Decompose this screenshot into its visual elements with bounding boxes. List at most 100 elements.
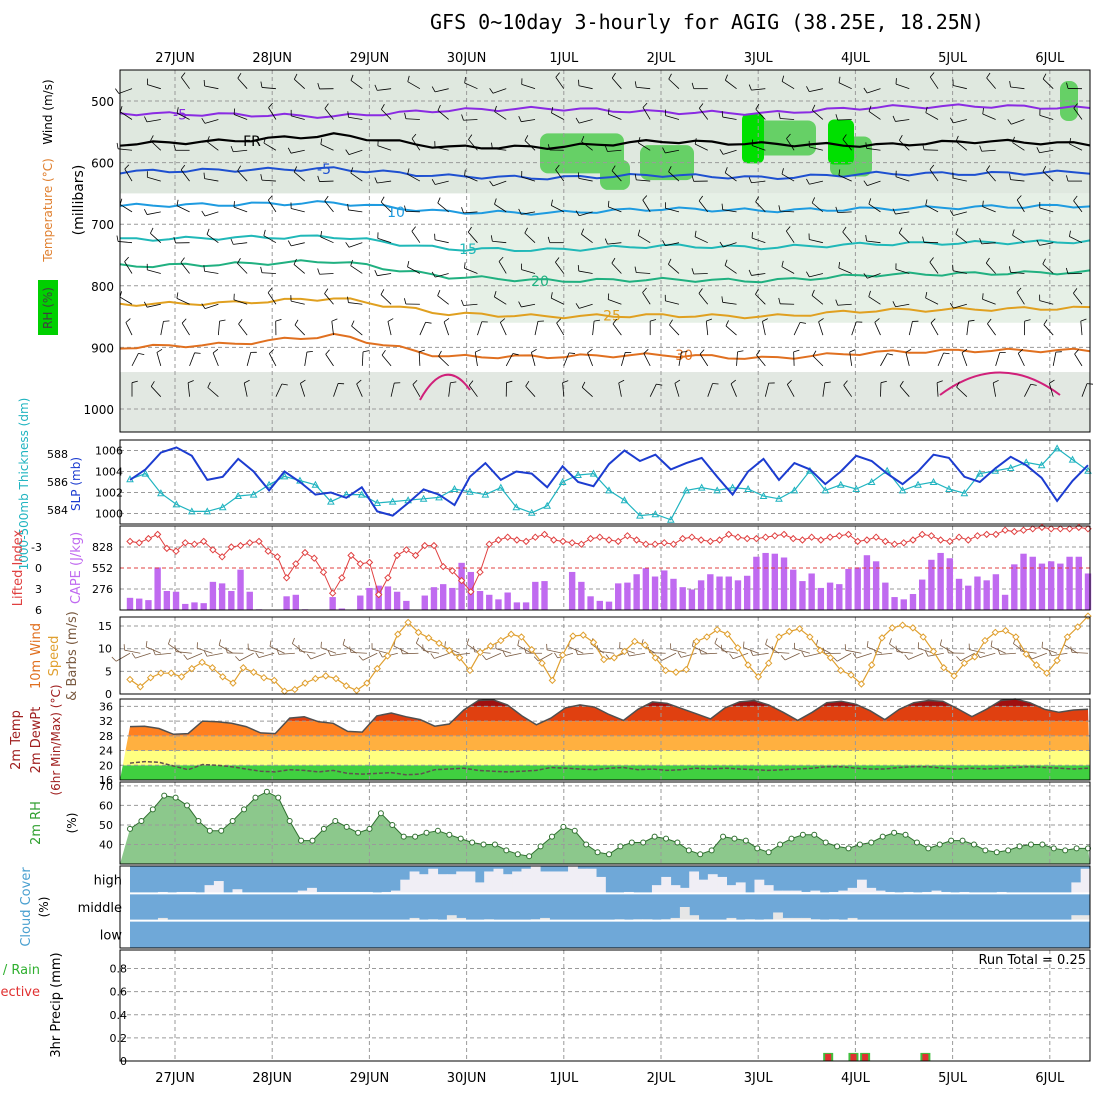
surface-wind-barb (358, 655, 364, 661)
wind-barb (381, 354, 392, 367)
wind-speed-point (249, 668, 258, 676)
surface-wind-barb (721, 650, 738, 654)
cloud-cover-bar (726, 885, 737, 894)
wind-barb (880, 380, 887, 384)
wind-barb (331, 318, 338, 322)
wind-barb (837, 211, 852, 214)
wind-barb (737, 350, 744, 353)
rh-point (628, 839, 635, 846)
wind-barb (319, 273, 334, 275)
surface-wind-barb (174, 645, 177, 652)
wind-speed-point (651, 654, 660, 662)
wind-speed-point (363, 679, 371, 687)
wind-barb (721, 111, 724, 118)
wind-barb (207, 381, 211, 388)
wind-speed-point (435, 639, 443, 647)
wind-barb (905, 348, 912, 353)
wind-barb (930, 318, 936, 324)
wind-barb (124, 164, 130, 170)
wind-barb (237, 258, 241, 264)
wind-barb (550, 199, 553, 206)
wind-barb (150, 386, 162, 397)
wind-barb (287, 240, 292, 247)
wind-speed-point (414, 628, 423, 637)
wind-speed-point (692, 637, 701, 646)
wind-barb (556, 322, 565, 336)
wind-barb (518, 116, 522, 122)
wind-barb (786, 133, 791, 139)
cloud-cover-bar (446, 874, 457, 894)
wind-barb (380, 196, 385, 203)
wind-barb (822, 382, 826, 397)
cape-bar (458, 562, 465, 610)
rh-point (754, 845, 761, 852)
cape-bar (246, 591, 253, 610)
wind-barb (320, 230, 323, 238)
cape-bar (209, 581, 217, 610)
wind-barb (468, 134, 473, 140)
wind-barb (691, 268, 695, 275)
rh-point (1050, 845, 1057, 852)
cape-bar (439, 584, 447, 610)
rh-point (583, 841, 590, 848)
wind-barb (577, 265, 580, 272)
wind-barb (281, 383, 288, 386)
wind-barb (698, 293, 709, 305)
rh-point (834, 843, 841, 850)
cape-bar (836, 584, 843, 610)
wind-barb (434, 180, 449, 185)
wind-barb (1007, 119, 1012, 125)
thickness-point (929, 477, 938, 485)
surface-wind-barb (956, 656, 961, 662)
thickness-point (357, 490, 366, 498)
cloud-cover-bar (931, 890, 942, 894)
isotherm-line (119, 332, 1091, 360)
wind-barb (835, 206, 839, 213)
wind-barb (293, 166, 298, 173)
thickness-point (589, 469, 598, 477)
wind-barb (493, 290, 497, 297)
rh-point (731, 835, 738, 842)
cape-li-frame (119, 525, 1091, 611)
lifted-index-point (817, 536, 825, 544)
thickness-slp-frame (119, 439, 1091, 525)
wind-barb (438, 355, 449, 367)
rh-point (469, 839, 476, 846)
wind-barb (987, 318, 992, 325)
cloud-unit-label: (%) (37, 897, 51, 918)
lifted-index-point (605, 536, 613, 544)
wind-barb (1074, 349, 1079, 355)
wind-barb (207, 387, 219, 397)
surface-wind-barb (258, 652, 275, 659)
cloud-cover-bar (838, 890, 849, 894)
surface-wind-barb (505, 652, 522, 657)
wind-barb (437, 197, 441, 204)
rh-point (332, 818, 339, 825)
cape-bar (578, 581, 585, 610)
wind-barb (146, 119, 161, 123)
cloud-cover-bar (446, 915, 457, 921)
rh-point (936, 841, 943, 848)
rh-point (708, 847, 715, 854)
wind-barb (124, 256, 129, 262)
rh-point (765, 849, 772, 856)
wind-barb (929, 76, 939, 89)
lifted-index-point (890, 540, 899, 548)
wind-barb (562, 380, 569, 384)
cape-bar (338, 608, 346, 610)
cloud-cover-bar (540, 917, 550, 921)
wind-barb (431, 86, 436, 93)
lifted-index-point (725, 530, 733, 539)
thickness-point (1068, 455, 1077, 463)
rh-point (195, 818, 202, 825)
wind-barb (587, 348, 593, 354)
cloud-cover-bar (297, 890, 308, 894)
cape-bar (743, 575, 751, 610)
wind-barb (464, 76, 466, 84)
rh-point (263, 788, 270, 795)
wind-barb (982, 293, 984, 300)
surface-wind-barb (780, 655, 786, 661)
wind-barb (521, 303, 536, 308)
wind-barb (435, 273, 449, 278)
wind-barb (722, 209, 737, 213)
